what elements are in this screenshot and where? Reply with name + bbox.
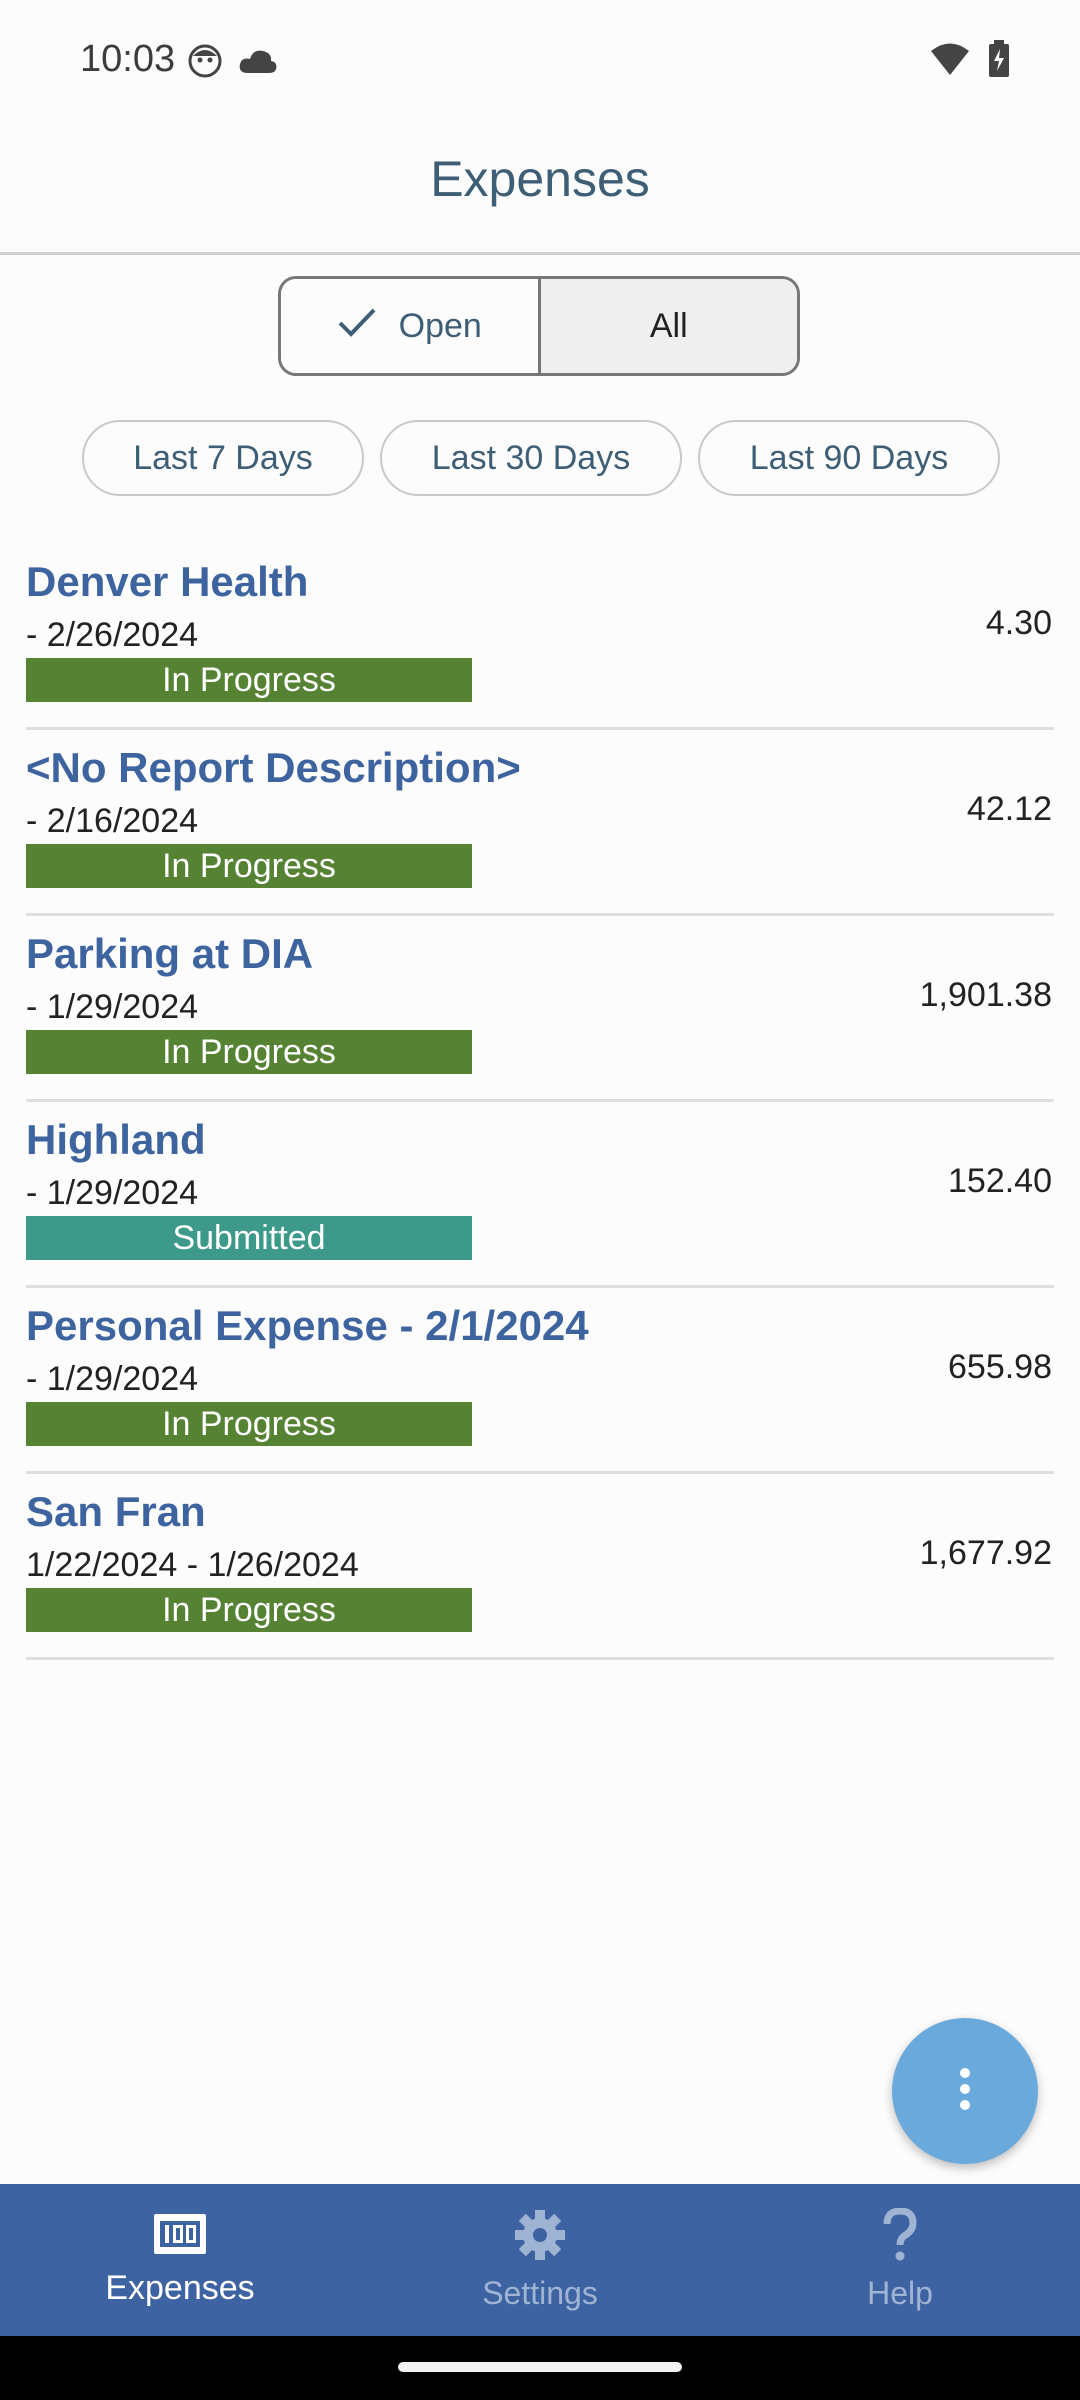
cloud-icon bbox=[238, 47, 278, 80]
report-title: Denver Health bbox=[26, 558, 309, 605]
report-amount: 1,677.92 bbox=[919, 1534, 1052, 1572]
report-amount: 655.98 bbox=[948, 1348, 1052, 1386]
status-icons-right bbox=[930, 40, 1010, 83]
chip-last-30-days[interactable]: Last 30 Days bbox=[380, 420, 682, 496]
list-item[interactable]: San Fran 1/22/2024 - 1/26/2024 In Progre… bbox=[26, 1474, 1054, 1660]
nav-item-help[interactable]: Help bbox=[720, 2184, 1080, 2336]
report-title: Highland bbox=[26, 1116, 206, 1163]
status-badge: In Progress bbox=[26, 1588, 472, 1632]
chip-last-90-days[interactable]: Last 90 Days bbox=[698, 420, 1000, 496]
status-badge: In Progress bbox=[26, 844, 472, 888]
bottom-navigation: Expenses Settings bbox=[0, 2184, 1080, 2336]
receipt-icon bbox=[152, 2212, 208, 2261]
date-filter-chips: Last 7 Days Last 30 Days Last 90 Days bbox=[82, 420, 1000, 496]
nav-label-settings: Settings bbox=[482, 2275, 598, 2311]
nav-item-settings[interactable]: Settings bbox=[360, 2184, 720, 2336]
open-all-toggle: Open All bbox=[278, 276, 800, 376]
report-amount: 152.40 bbox=[948, 1162, 1052, 1200]
list-item[interactable]: <No Report Description> - 2/16/2024 In P… bbox=[26, 730, 1054, 916]
battery-charging-icon bbox=[988, 40, 1010, 83]
report-amount: 1,901.38 bbox=[919, 976, 1052, 1014]
status-badge: In Progress bbox=[26, 1402, 472, 1446]
status-time: 10:03 bbox=[80, 38, 176, 80]
report-date: - 1/29/2024 bbox=[26, 1360, 199, 1398]
report-date: - 2/16/2024 bbox=[26, 802, 199, 840]
nav-label-help: Help bbox=[867, 2275, 933, 2311]
check-icon bbox=[337, 306, 399, 347]
report-title: Personal Expense - 2/1/2024 bbox=[26, 1302, 589, 1349]
list-item[interactable]: Parking at DIA - 1/29/2024 In Progress 1… bbox=[26, 916, 1054, 1102]
open-segment-button[interactable]: Open bbox=[281, 279, 541, 373]
status-badge: In Progress bbox=[26, 658, 472, 702]
list-item[interactable]: Highland - 1/29/2024 Submitted 152.40 bbox=[26, 1102, 1054, 1288]
all-segment-button[interactable]: All bbox=[540, 279, 797, 373]
report-date: - 1/29/2024 bbox=[26, 988, 199, 1026]
more-options-fab[interactable] bbox=[892, 2018, 1038, 2164]
page-title: Expenses bbox=[430, 151, 650, 207]
gear-icon bbox=[513, 2208, 567, 2267]
more-vert-icon bbox=[958, 2067, 972, 2116]
report-title: San Fran bbox=[26, 1488, 206, 1535]
chip-last-7-days[interactable]: Last 7 Days bbox=[82, 420, 364, 496]
report-amount: 4.30 bbox=[985, 604, 1052, 642]
question-icon bbox=[882, 2207, 918, 2267]
report-amount: 42.12 bbox=[966, 790, 1052, 828]
report-date: - 2/26/2024 bbox=[26, 616, 199, 654]
status-badge: In Progress bbox=[26, 1030, 472, 1074]
nav-label-expenses: Expenses bbox=[105, 2269, 255, 2307]
expense-report-list: Denver Health - 2/26/2024 In Progress 4.… bbox=[26, 544, 1054, 1660]
face-notification-icon bbox=[188, 44, 222, 83]
nav-item-expenses[interactable]: Expenses bbox=[0, 2184, 360, 2336]
status-badge: Submitted bbox=[26, 1216, 472, 1260]
list-item[interactable]: Personal Expense - 2/1/2024 - 1/29/2024 … bbox=[26, 1288, 1054, 1474]
report-date: - 1/29/2024 bbox=[26, 1174, 199, 1212]
wifi-icon bbox=[930, 42, 970, 81]
all-segment-label: All bbox=[649, 306, 688, 345]
report-title: <No Report Description> bbox=[26, 744, 521, 791]
open-segment-label: Open bbox=[398, 306, 482, 345]
app-bar: Expenses bbox=[0, 120, 1080, 255]
status-icons-left bbox=[188, 44, 278, 83]
report-date: 1/22/2024 - 1/26/2024 bbox=[26, 1546, 359, 1584]
report-title: Parking at DIA bbox=[26, 930, 314, 977]
list-item[interactable]: Denver Health - 2/26/2024 In Progress 4.… bbox=[26, 544, 1054, 730]
status-bar: 10:03 bbox=[0, 0, 1080, 120]
home-gesture-handle[interactable] bbox=[398, 2362, 682, 2372]
